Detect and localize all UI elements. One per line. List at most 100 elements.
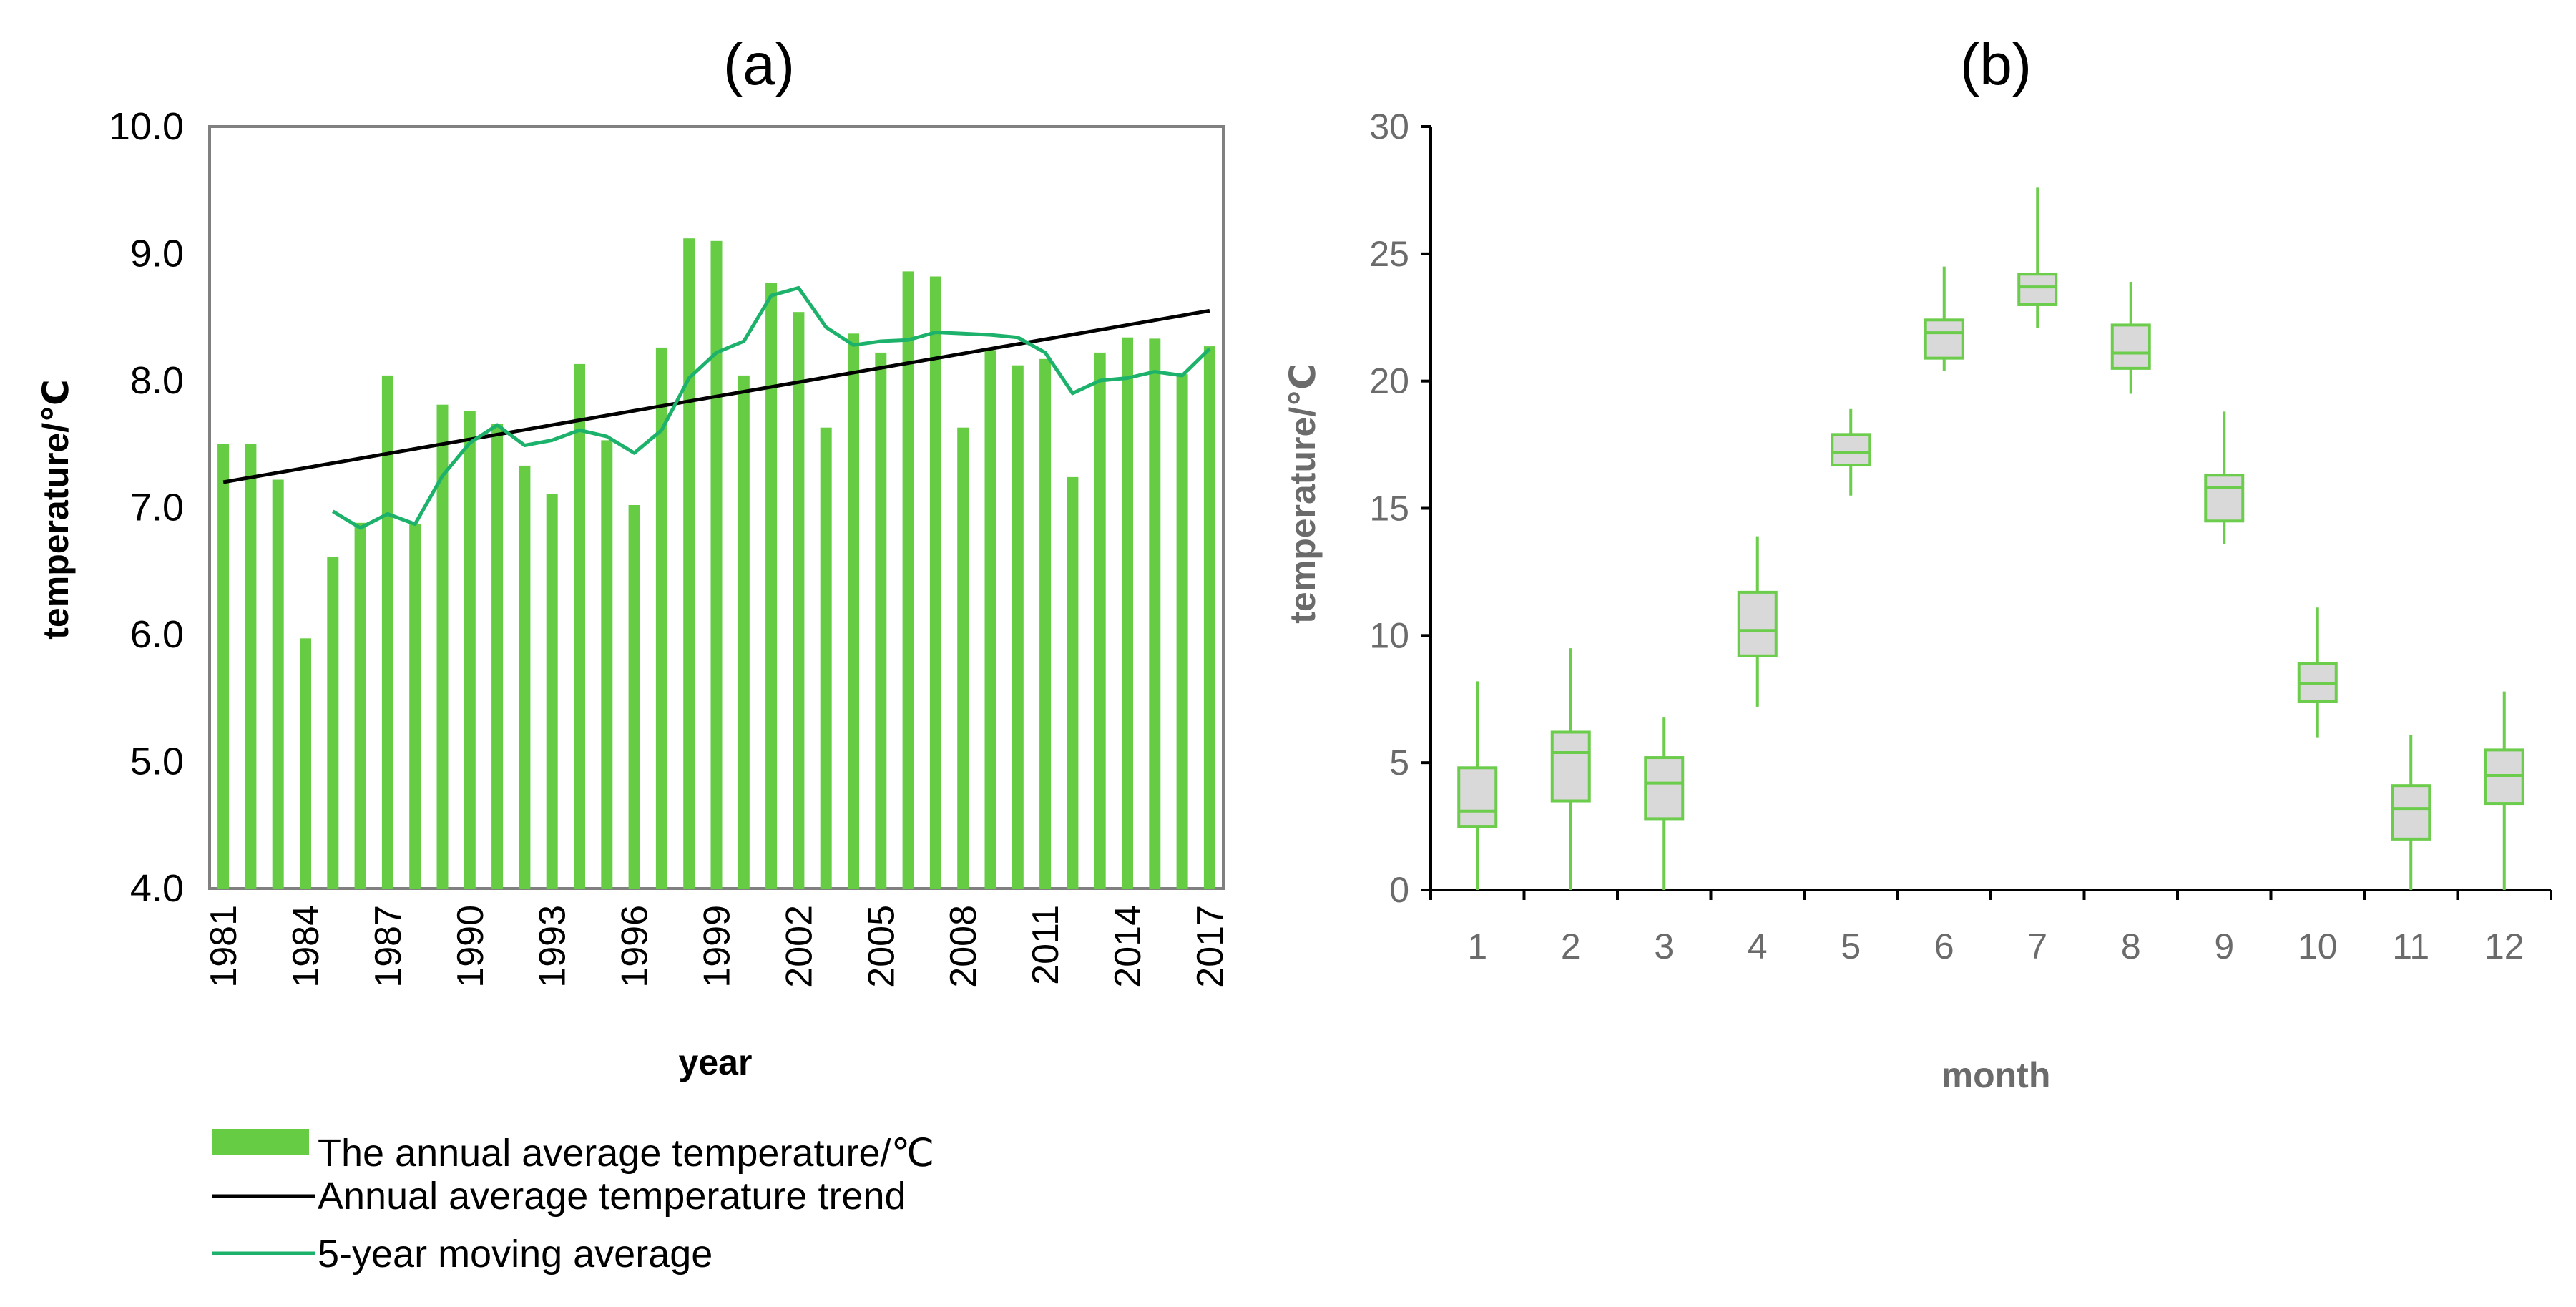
chart-b-boxes <box>1457 187 2524 890</box>
chart-a: (a) 4.05.06.07.08.09.010.0 1981 1984 1987 1… <box>36 32 1231 1276</box>
chart-a-bar <box>655 347 667 889</box>
chart-a-bar <box>601 440 613 889</box>
chart-a-y-tick-label: 5.0 <box>130 740 184 783</box>
chart-b-y-tick-label: 20 <box>1369 361 1409 401</box>
chart-b-box-month-3 <box>1644 717 1685 890</box>
chart-a-bar <box>902 271 914 889</box>
chart-a-x-tick-label: 2017 <box>1190 905 1231 988</box>
chart-a-x-axis-label: year <box>679 1042 753 1082</box>
chart-a-bar <box>217 444 230 889</box>
chart-b-box-month-6 <box>1924 266 1964 371</box>
chart-b-box <box>1644 756 1685 821</box>
chart-a-bar <box>409 524 421 889</box>
chart-a-bar <box>875 352 887 889</box>
legend-item-trend: Annual average temperature trend <box>318 1175 906 1218</box>
chart-a-bar <box>710 240 723 889</box>
chart-a-bars <box>217 238 1215 889</box>
chart-b-x-tick-label: 2 <box>1561 926 1581 966</box>
chart-b-x-tick-label: 12 <box>2484 926 2524 966</box>
chart-a-bar <box>519 465 531 889</box>
chart-b-box-month-9 <box>2204 411 2245 544</box>
chart-a-x-tick-label: 1990 <box>450 905 491 988</box>
chart-a-bar <box>929 276 941 889</box>
chart-a-bar <box>1039 358 1052 889</box>
chart-b-box-month-8 <box>2110 281 2151 394</box>
chart-a-x-tick-label: 2008 <box>943 905 984 988</box>
chart-b-x-tick-label: 1 <box>1467 926 1487 966</box>
chart-a-bar <box>738 375 750 889</box>
chart-a-bar <box>1122 337 1133 889</box>
chart-a-x-tick-label: 2002 <box>778 905 820 988</box>
chart-b-box <box>2017 273 2058 306</box>
chart-b-x-tick-label: 3 <box>1654 926 1674 966</box>
chart-a-bar <box>327 557 339 889</box>
chart-a-x-tick-label: 2014 <box>1107 905 1149 988</box>
chart-a-y-axis-label: temperature/℃ <box>36 379 76 639</box>
chart-a-bar <box>272 479 284 889</box>
chart-a-bar <box>984 350 996 889</box>
chart-a-x-tick-label: 1987 <box>368 905 409 988</box>
chart-b-y-tick-label: 30 <box>1369 107 1409 147</box>
chart-a-x-tick-label: 1993 <box>532 905 574 988</box>
chart-b-box-month-10 <box>2297 607 2338 738</box>
chart-b-box-month-12 <box>2484 691 2524 890</box>
chart-a-x-tick-label: 1981 <box>203 905 245 988</box>
chart-b-box-month-7 <box>2017 187 2058 328</box>
chart-b-box-month-2 <box>1550 648 1591 890</box>
chart-a-panel-label: (a) <box>723 32 795 97</box>
chart-a-y-ticks: 4.0 5.0 6.0 7.0 8.0 9.0 10.0 <box>109 105 184 910</box>
chart-b-x-tick-label: 6 <box>1934 926 1954 966</box>
chart-b-x-tick-label: 10 <box>2298 926 2338 966</box>
chart-a-bar <box>765 283 778 889</box>
chart-b-box-month-1 <box>1457 681 1498 890</box>
chart-a-bar <box>546 494 558 889</box>
chart-b-x-axis-label: month <box>1941 1055 2051 1095</box>
chart-a-bar <box>354 522 366 889</box>
chart-b-box <box>1831 433 1871 467</box>
chart-a-bar <box>381 375 393 889</box>
chart-b-box-month-11 <box>2391 735 2431 890</box>
chart-b-panel-label: (b) <box>1960 32 2032 97</box>
chart-b-box <box>2110 323 2151 370</box>
chart-b-x-tick-label: 11 <box>2392 926 2429 966</box>
chart-a-x-tick-label: 1984 <box>285 905 327 988</box>
chart-b-x-tick-label: 9 <box>2214 926 2234 966</box>
chart-a-bar <box>628 505 640 889</box>
chart-a-trend-line <box>222 308 1210 484</box>
chart-a-lines <box>222 285 1211 530</box>
legend-item-annual-average: The annual average temperature/℃ <box>318 1132 934 1175</box>
chart-a-y-tick-label: 10.0 <box>109 105 184 148</box>
chart-b-box <box>1924 318 1964 360</box>
chart-a-bar <box>1203 346 1215 889</box>
chart-a-bar <box>436 404 449 889</box>
chart-a-x-tick-label: 2011 <box>1025 905 1067 985</box>
chart-b-box-month-4 <box>1737 536 1778 707</box>
chart-a-bar <box>683 238 695 889</box>
chart-b-y-tick-label: 10 <box>1369 615 1409 655</box>
chart-b-box <box>2391 784 2431 841</box>
chart-b-x-tick-label: 8 <box>2121 926 2141 966</box>
chart-a-y-tick-label: 7.0 <box>130 486 184 529</box>
chart-a-moving-average-line <box>332 285 1211 530</box>
chart-b-box <box>1457 766 1498 828</box>
chart-a-bar <box>848 333 859 889</box>
chart-a-x-tick-label: 1996 <box>614 905 656 988</box>
chart-a-bar <box>1067 476 1079 889</box>
chart-b-box <box>1737 590 1778 657</box>
chart-b-x-ticks: 1 2 3 4 5 6 7 8 9 10 11 12 <box>1429 890 2552 966</box>
chart-a-y-tick-label: 4.0 <box>130 867 184 910</box>
chart-a-bar <box>245 444 257 889</box>
chart-a-x-tick-label: 1999 <box>697 905 738 988</box>
chart-b-box <box>1550 730 1591 803</box>
chart-a-y-tick-label: 8.0 <box>130 359 184 402</box>
chart-a-bar <box>1176 374 1188 889</box>
chart-a-bar <box>1094 352 1106 889</box>
chart-a-x-tick-label: 2005 <box>861 905 902 988</box>
chart-b-box-month-5 <box>1831 408 1871 496</box>
chart-a-x-ticks: 1981 1984 1987 1990 1993 1996 1999 2002 2005 2008… <box>203 905 1231 988</box>
chart-a-bar <box>793 312 805 889</box>
chart-b-x-tick-label: 4 <box>1748 926 1768 966</box>
chart-b-y-tick-label: 25 <box>1369 234 1409 274</box>
